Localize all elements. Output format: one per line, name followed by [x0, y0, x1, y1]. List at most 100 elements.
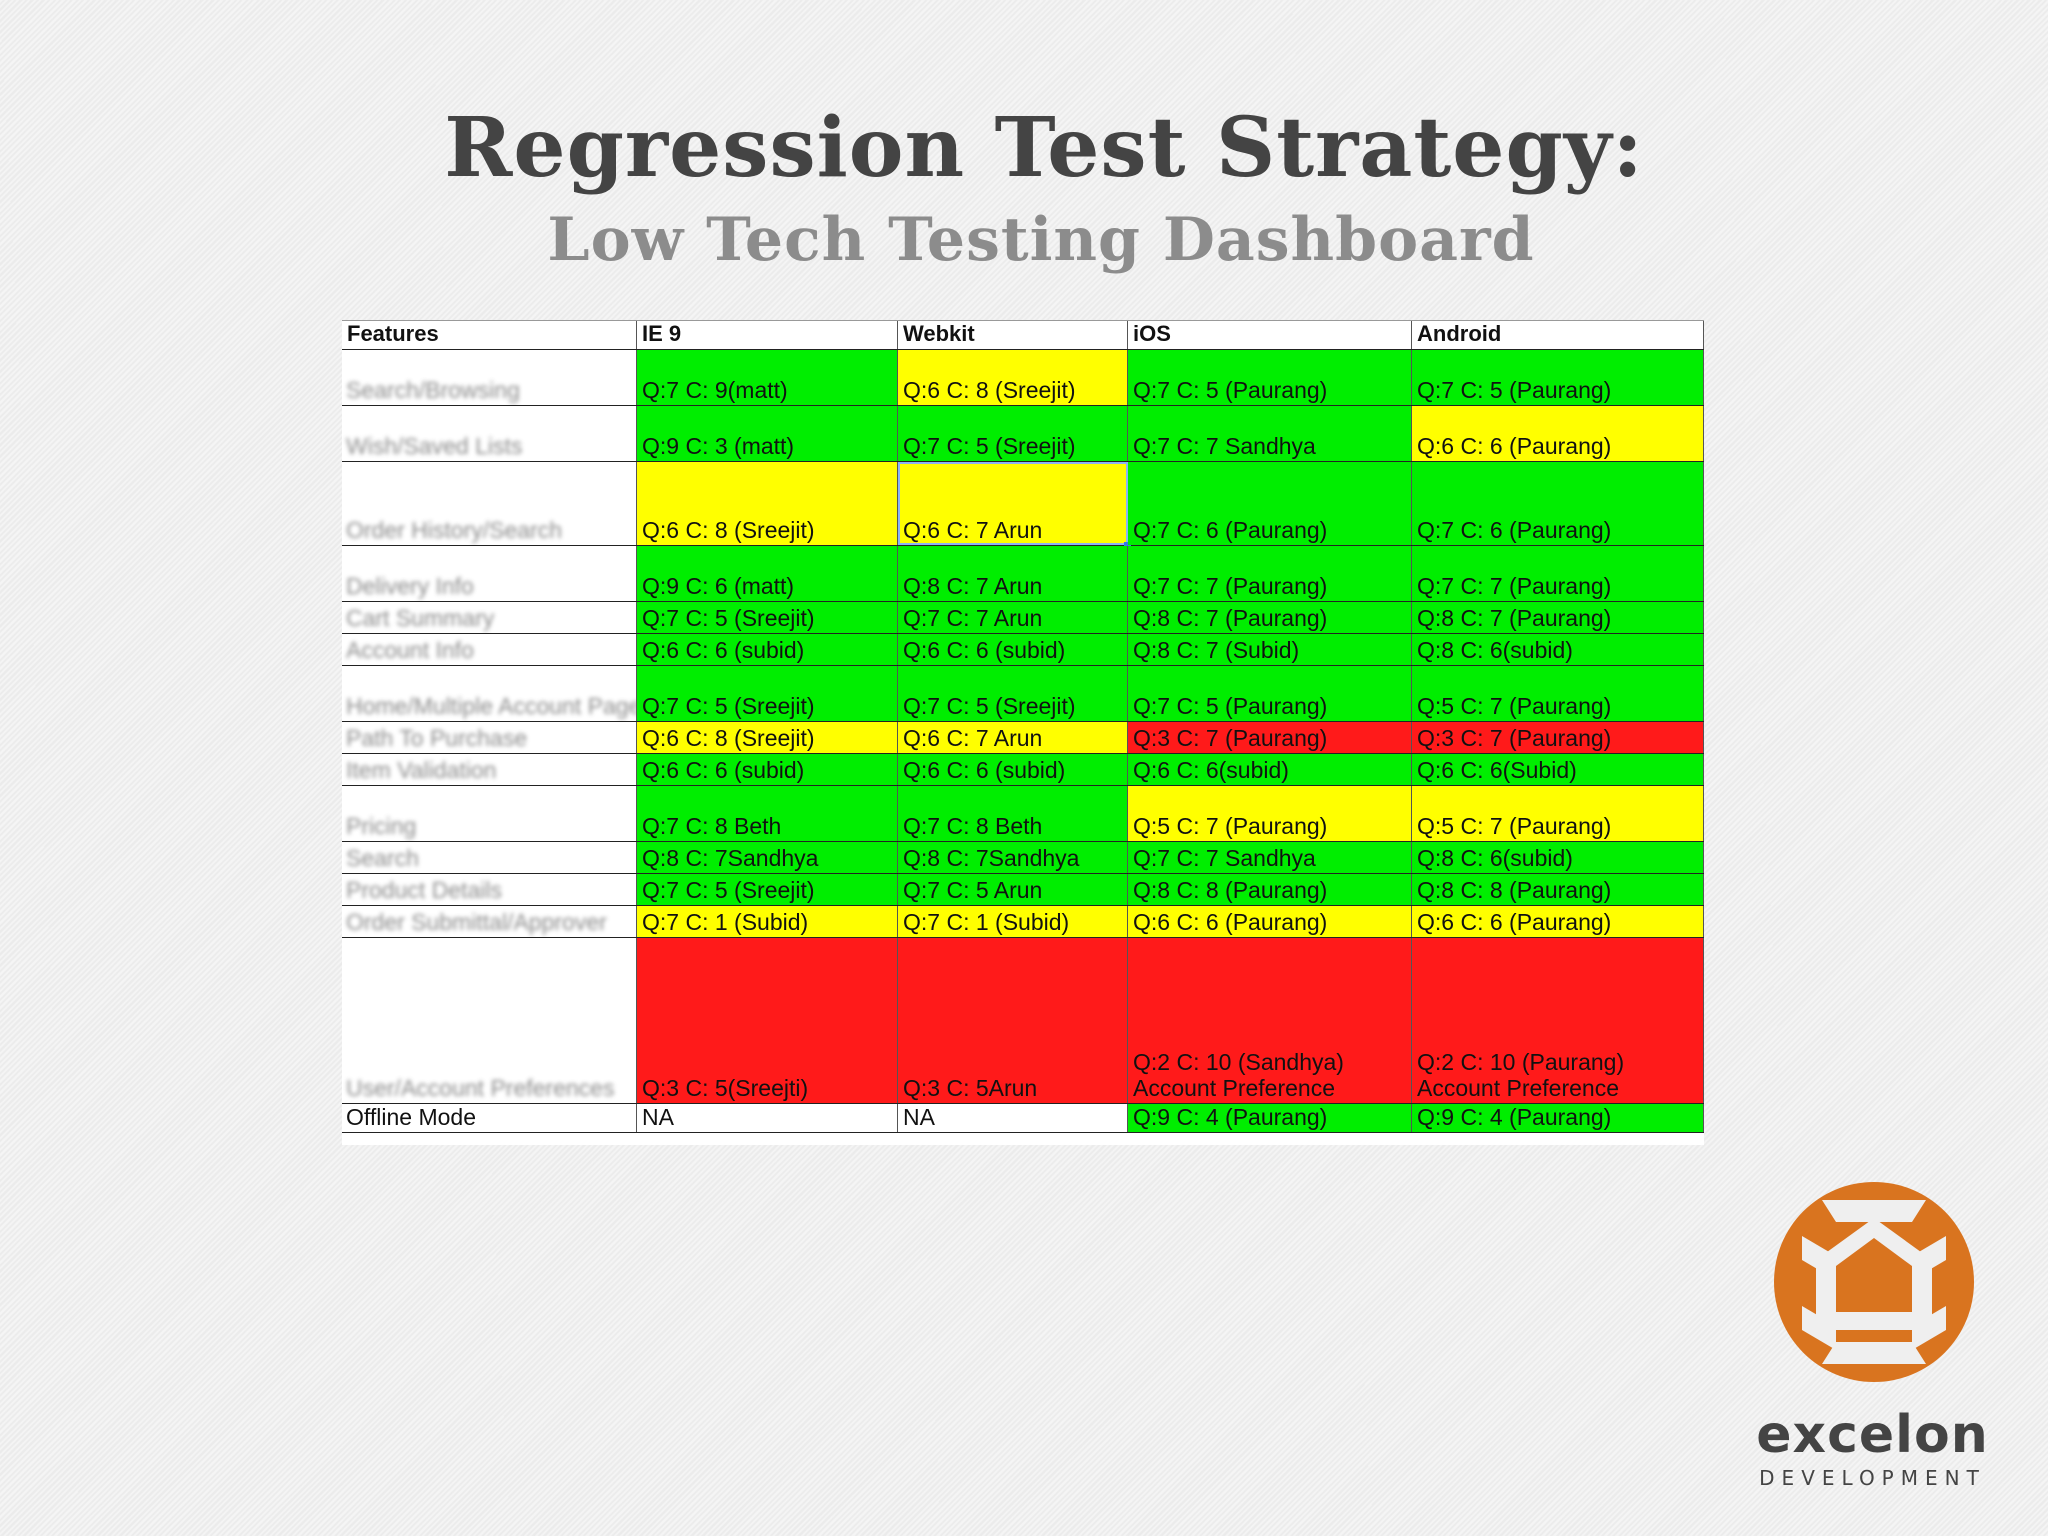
- column-header[interactable]: iOS: [1128, 321, 1412, 349]
- status-cell[interactable]: Q:7 C: 6 (Paurang): [1128, 462, 1412, 545]
- status-cell[interactable]: Q:9 C: 4 (Paurang): [1412, 1104, 1704, 1132]
- status-cell[interactable]: Q:7 C: 7 Sandhya: [1128, 406, 1412, 461]
- status-cell[interactable]: Q:8 C: 7 (Paurang): [1128, 602, 1412, 633]
- status-cell[interactable]: Q:7 C: 5 (Paurang): [1412, 350, 1704, 405]
- feature-cell[interactable]: Search/Browsing: [342, 350, 637, 405]
- status-cell[interactable]: Q:9 C: 6 (matt): [637, 546, 898, 601]
- table-row: Home/Multiple Account Page/Global NavQ:7…: [342, 666, 1704, 722]
- status-cell[interactable]: Q:7 C: 9(matt): [637, 350, 898, 405]
- status-cell[interactable]: Q:8 C: 7 (Subid): [1128, 634, 1412, 665]
- status-cell[interactable]: Q:7 C: 5 Arun: [898, 874, 1128, 905]
- column-header[interactable]: Webkit: [898, 321, 1128, 349]
- feature-cell[interactable]: Item Validation: [342, 754, 637, 785]
- table-row: Search Q:8 C: 7Sandhya Q:8 C: 7Sandhya Q:7 …: [342, 842, 1704, 874]
- selection-handle[interactable]: [1124, 542, 1131, 549]
- status-cell[interactable]: Q:6 C: 8 (Sreejit): [637, 462, 898, 545]
- status-cell[interactable]: Q:8 C: 8 (Paurang): [1412, 874, 1704, 905]
- feature-label: Pricing: [346, 813, 417, 839]
- feature-cell[interactable]: Product Details: [342, 874, 637, 905]
- cell-text: Q:8 C: 7Sandhya: [642, 845, 819, 871]
- column-header[interactable]: Features: [342, 321, 637, 349]
- status-cell[interactable]: Q:5 C: 7 (Paurang): [1128, 786, 1412, 841]
- status-cell[interactable]: Q:8 C: 6(subid): [1412, 842, 1704, 873]
- status-cell[interactable]: Q:8 C: 8 (Paurang): [1128, 874, 1412, 905]
- status-cell[interactable]: Q:7 C: 5 (Paurang): [1128, 350, 1412, 405]
- table-row: Account Info Q:6 C: 6 (subid) Q:6 C: 6 (su…: [342, 634, 1704, 666]
- cell-text: Q:7 C: 5 (Paurang): [1133, 693, 1328, 719]
- status-cell[interactable]: Q:7 C: 1 (Subid): [898, 906, 1128, 937]
- feature-label: Account Info: [346, 637, 474, 663]
- feature-cell[interactable]: Wish/Saved Lists: [342, 406, 637, 461]
- feature-cell[interactable]: Path To Purchase: [342, 722, 637, 753]
- status-cell[interactable]: Q:8 C: 7Sandhya: [637, 842, 898, 873]
- status-cell[interactable]: Q:6 C: 8 (Sreejit): [898, 350, 1128, 405]
- table-row: Delivery Info Q:9 C: 6 (matt) Q:8 C: 7 Aru…: [342, 546, 1704, 602]
- status-cell[interactable]: Q:3 C: 5(Sreejti): [637, 938, 898, 1103]
- cell-text: Q:8 C: 7 (Paurang): [1417, 605, 1612, 631]
- status-cell[interactable]: Q:6 C: 6(subid): [1128, 754, 1412, 785]
- status-cell[interactable]: Q:7 C: 5 (Sreejit): [637, 874, 898, 905]
- status-cell[interactable]: Q:6 C: 6 (Paurang): [1412, 906, 1704, 937]
- feature-cell[interactable]: User/Account Preferences: [342, 938, 637, 1103]
- cell-text: Q:9 C: 3 (matt): [642, 433, 795, 459]
- cell-text: NA: [903, 1104, 935, 1130]
- cell-text: Q:8 C: 6(subid): [1417, 637, 1573, 663]
- status-cell[interactable]: Q:3 C: 7 (Paurang): [1412, 722, 1704, 753]
- status-cell[interactable]: Q:5 C: 7 (Paurang): [1412, 666, 1704, 721]
- cell-text: Q:7 C: 1 (Subid): [642, 909, 809, 935]
- status-cell[interactable]: Q:6 C: 8 (Sreejit): [637, 722, 898, 753]
- status-cell[interactable]: Q:7 C: 7 (Paurang): [1412, 546, 1704, 601]
- status-cell[interactable]: Q:6 C: 6 (Paurang): [1412, 406, 1704, 461]
- status-cell[interactable]: Q:7 C: 7 Arun: [898, 602, 1128, 633]
- status-cell[interactable]: Q:8 C: 7 (Paurang): [1412, 602, 1704, 633]
- cell-text: NA: [642, 1104, 674, 1130]
- status-cell[interactable]: NA: [898, 1104, 1128, 1132]
- status-cell[interactable]: Q:7 C: 5 (Paurang): [1128, 666, 1412, 721]
- cell-text: Q:8 C: 6(subid): [1417, 845, 1573, 871]
- feature-label: Delivery Info: [346, 573, 474, 599]
- status-cell[interactable]: Q:6 C: 6 (subid): [637, 754, 898, 785]
- status-cell[interactable]: Q:9 C: 3 (matt): [637, 406, 898, 461]
- cell-text: Q:7 C: 7 Arun: [903, 605, 1043, 631]
- feature-cell[interactable]: Cart Summary: [342, 602, 637, 633]
- status-cell[interactable]: Q:7 C: 6 (Paurang): [1412, 462, 1704, 545]
- status-cell[interactable]: NA: [637, 1104, 898, 1132]
- feature-cell[interactable]: Delivery Info: [342, 546, 637, 601]
- feature-cell[interactable]: Pricing: [342, 786, 637, 841]
- feature-cell[interactable]: Order Submittal/Approver: [342, 906, 637, 937]
- column-header[interactable]: Android: [1412, 321, 1704, 349]
- status-cell[interactable]: Q:5 C: 7 (Paurang): [1412, 786, 1704, 841]
- status-cell[interactable]: Q:6 C: 6(Subid): [1412, 754, 1704, 785]
- status-cell[interactable]: Q:6 C: 7 Arun: [898, 462, 1131, 549]
- status-cell[interactable]: Q:7 C: 7 Sandhya: [1128, 842, 1412, 873]
- status-cell[interactable]: Q:6 C: 6 (subid): [898, 754, 1128, 785]
- status-cell[interactable]: Q:7 C: 7 (Paurang): [1128, 546, 1412, 601]
- status-cell[interactable]: Q:6 C: 7 Arun: [898, 722, 1128, 753]
- status-cell[interactable]: Q:8 C: 6(subid): [1412, 634, 1704, 665]
- status-cell[interactable]: Q:6 C: 6 (subid): [898, 634, 1128, 665]
- status-cell[interactable]: Q:9 C: 4 (Paurang): [1128, 1104, 1412, 1132]
- status-cell[interactable]: Q:6 C: 6 (Paurang): [1128, 906, 1412, 937]
- status-cell[interactable]: Q:7 C: 5 (Sreejit): [637, 602, 898, 633]
- status-cell[interactable]: Q:8 C: 7Sandhya: [898, 842, 1128, 873]
- status-cell[interactable]: Q:3 C: 5Arun: [898, 938, 1128, 1103]
- feature-cell[interactable]: Order History/Search: [342, 462, 637, 545]
- status-cell[interactable]: Q:6 C: 6 (subid): [637, 634, 898, 665]
- status-cell[interactable]: Q:3 C: 7 (Paurang): [1128, 722, 1412, 753]
- brand-tagline: DEVELOPMENT: [1759, 1466, 1986, 1490]
- status-cell[interactable]: Q:2 C: 10 (Paurang) Account Preference: [1412, 938, 1704, 1103]
- status-cell[interactable]: Q:7 C: 5 (Sreejit): [637, 666, 898, 721]
- column-header[interactable]: IE 9: [637, 321, 898, 349]
- feature-cell[interactable]: Account Info: [342, 634, 637, 665]
- status-cell[interactable]: Q:7 C: 8 Beth: [898, 786, 1128, 841]
- status-cell[interactable]: Q:8 C: 7 Arun: [898, 546, 1128, 601]
- feature-cell[interactable]: Offline Mode: [342, 1104, 637, 1132]
- status-cell[interactable]: Q:7 C: 1 (Subid): [637, 906, 898, 937]
- status-cell[interactable]: Q:7 C: 5 (Sreejit): [898, 666, 1128, 721]
- status-cell[interactable]: Q:7 C: 8 Beth: [637, 786, 898, 841]
- status-cell[interactable]: Q:2 C: 10 (Sandhya) Account Preference: [1128, 938, 1412, 1103]
- cell-text: Q:9 C: 6 (matt): [642, 573, 795, 599]
- feature-cell[interactable]: Search: [342, 842, 637, 873]
- status-cell[interactable]: Q:7 C: 5 (Sreejit): [898, 406, 1128, 461]
- feature-cell[interactable]: Home/Multiple Account Page/Global Nav: [342, 666, 637, 721]
